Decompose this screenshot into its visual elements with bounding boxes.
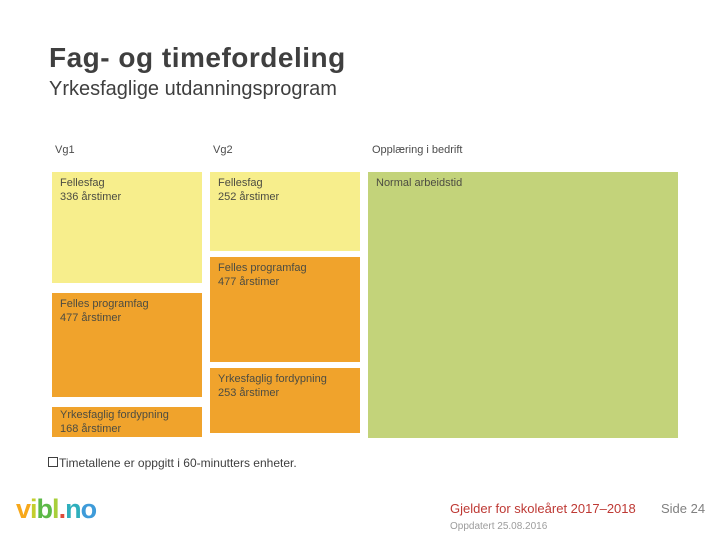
- page-title: Fag- og timefordeling: [49, 42, 346, 73]
- footer-validity-text: Gjelder for skoleåret 2017–2018: [450, 501, 636, 516]
- block-vg2-fellesfag: Fellesfag 252 årstimer: [210, 172, 360, 251]
- block-vg1-fordypning: Yrkesfaglig fordypning 168 årstimer: [52, 407, 202, 437]
- bullet-square-icon: [48, 457, 58, 467]
- block-vg1-programfag: Felles programfag 477 årstimer: [52, 293, 202, 397]
- block-label: Fellesfag: [218, 177, 263, 189]
- block-vg2-programfag: Felles programfag 477 årstimer: [210, 257, 360, 362]
- note-text: Timetallene er oppgitt i 60-minutters en…: [59, 456, 297, 470]
- footer-updated-text: Oppdatert 25.08.2016: [450, 521, 548, 532]
- block-label: Yrkesfaglig fordypning: [218, 373, 327, 385]
- column-header-vg1: Vg1: [55, 144, 75, 156]
- block-hours: 168 årstimer: [60, 422, 122, 435]
- block-bedrift-arbeidstid: Normal arbeidstid: [368, 172, 678, 438]
- block-vg1-fellesfag: Fellesfag 336 årstimer: [52, 172, 202, 283]
- block-hours: 252 årstimer: [218, 190, 280, 203]
- block-hours: 477 årstimer: [60, 311, 122, 324]
- block-vg2-fordypning: Yrkesfaglig fordypning 253 årstimer: [210, 368, 360, 433]
- note: Timetallene er oppgitt i 60-minutters en…: [48, 456, 297, 470]
- block-label: Fellesfag: [60, 177, 105, 189]
- page-subtitle: Yrkesfaglige utdanningsprogram: [49, 78, 337, 100]
- block-label: Felles programfag: [218, 262, 307, 274]
- block-hours: 477 årstimer: [218, 275, 280, 288]
- block-label: Felles programfag: [60, 298, 149, 310]
- column-header-bedrift: Opplæring i bedrift: [372, 144, 463, 156]
- footer-logo: vibl.no: [16, 494, 97, 524]
- block-label: Yrkesfaglig fordypning: [60, 409, 169, 421]
- column-header-vg2: Vg2: [213, 144, 233, 156]
- footer-page-number: Side 24: [661, 501, 706, 516]
- block-label: Normal arbeidstid: [376, 177, 463, 189]
- block-hours: 336 årstimer: [60, 190, 122, 203]
- block-hours: 253 årstimer: [218, 386, 280, 399]
